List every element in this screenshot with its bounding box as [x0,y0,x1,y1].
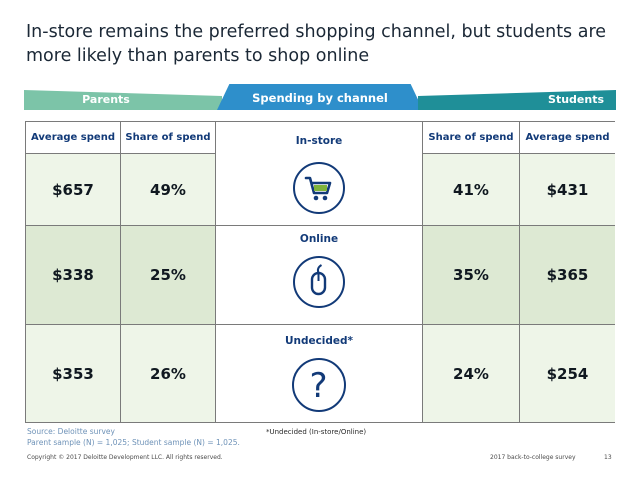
question-mark-icon: ? [292,358,346,412]
students-share-undecided: 24% [423,325,520,422]
parents-share-header: Share of spend [121,122,216,154]
students-avg-online: $365 [520,226,615,325]
parents-avg-instore: $657 [26,154,121,226]
undecided-channel-cell: Undecided* ? [216,325,423,422]
students-banner: Students [418,90,616,110]
instore-label: In-store [295,135,343,147]
students-avg-spend-header: Average spend [520,122,615,154]
students-share-header: Share of spend [423,122,520,154]
spending-table: Average spend Share of spend Share of sp… [25,121,615,423]
parents-banner: Parents [24,90,222,110]
students-share-instore: 41% [423,154,520,226]
source-line: Source: Deloitte survey [27,427,115,436]
parents-share-online: 25% [121,226,216,325]
parents-avg-online: $338 [26,226,121,325]
svg-text:?: ? [309,366,327,406]
students-share-online: 35% [423,226,520,325]
spending-by-channel-banner: Spending by channel [217,84,423,110]
slide-title: In-store remains the preferred shopping … [26,22,607,66]
sample-size-line: Parent sample (N) = 1,025; Student sampl… [27,438,240,447]
survey-name: 2017 back-to-college survey [490,454,576,461]
source-note: Source: Deloitte survey Parent sample (N… [27,426,240,448]
computer-mouse-icon [293,256,345,308]
parents-share-instore: 49% [121,154,216,226]
shopping-cart-icon [293,162,345,214]
students-avg-undecided: $254 [520,325,615,422]
parents-banner-label: Parents [82,93,130,106]
parents-avg-undecided: $353 [26,325,121,422]
undecided-label: Undecided* [284,335,354,347]
online-label: Online [299,233,339,245]
parents-avg-spend-header: Average spend [26,122,121,154]
online-channel-cell: Online [216,226,423,325]
page-number: 13 [604,454,612,461]
parents-share-undecided: 26% [121,325,216,422]
instore-channel-cell: In-store [216,122,423,226]
copyright-text: Copyright © 2017 Deloitte Development LL… [27,454,223,461]
undecided-footnote: *Undecided (In-store/Online) [266,428,367,436]
students-avg-instore: $431 [520,154,615,226]
